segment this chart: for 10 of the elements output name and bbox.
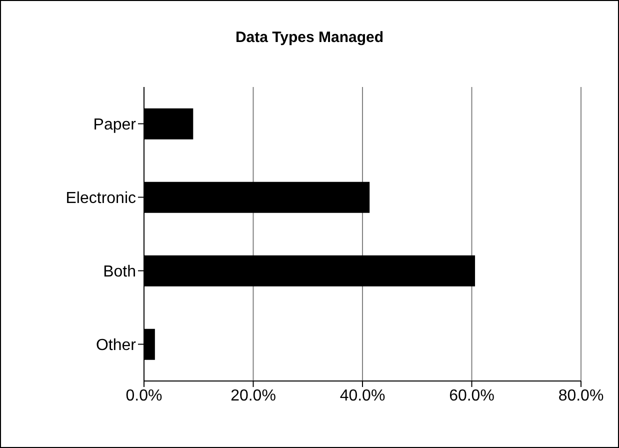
y-tick-label: Paper — [93, 116, 137, 134]
x-tick-label: 60.0% — [449, 387, 494, 404]
y-tick-label: Electronic — [66, 190, 136, 207]
y-tick-label: Other — [96, 336, 137, 354]
chart-title: Data Types Managed — [234, 29, 385, 46]
y-tick-label: Both — [103, 263, 136, 280]
x-tick-label: 0.0% — [126, 387, 162, 404]
x-tick-label: 80.0% — [558, 387, 604, 404]
x-tick-label: 20.0% — [230, 387, 276, 404]
x-tick-label: 40.0% — [340, 387, 386, 404]
